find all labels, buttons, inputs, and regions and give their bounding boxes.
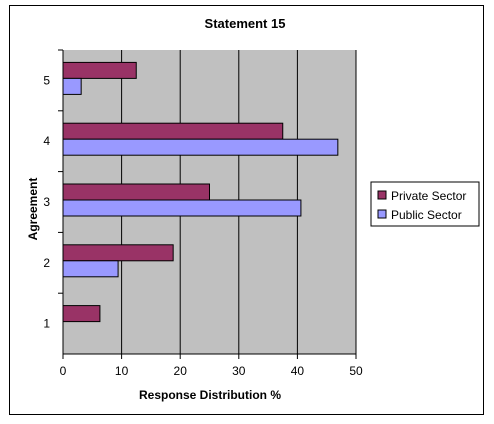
x-tick-label: 0 [60,364,67,378]
bar-public-3 [62,199,302,217]
bar-private-2 [62,244,174,262]
bar-public-2 [62,260,119,278]
x-tick-label: 30 [232,364,246,378]
x-tick-label: 50 [349,364,363,378]
bar-public-5 [62,77,82,95]
bar-private-3 [62,183,210,201]
bar-chart: Statement 15 0 10 20 30 40 50 1 2 3 4 5 Response … [26,16,480,402]
legend-label: Public Sector [391,208,462,222]
y-tick-label: 2 [43,256,50,270]
chart-title: Statement 15 [205,16,286,31]
axes [58,49,357,359]
legend-swatch [377,209,387,219]
y-tick-labels: 1 2 3 4 5 [43,73,50,330]
y-tick-label: 1 [43,317,50,331]
bar-private-4 [62,122,284,140]
x-axis-label: Response Distribution % [139,388,281,402]
chart-frame: Statement 15 0 10 20 30 40 50 1 2 3 4 5 Response … [9,5,484,415]
y-axis-label: Agreement [26,178,40,241]
bar-private-1 [62,305,101,323]
legend-box [370,181,480,227]
y-tick-label: 5 [43,73,50,87]
x-tick-labels: 0 10 20 30 40 50 [60,364,363,378]
bar-public-4 [62,138,339,156]
x-tick-label: 20 [174,364,188,378]
bar-private-5 [62,61,137,79]
legend-label: Private Sector [391,189,466,203]
legend: Private Sector Public Sector [370,181,480,227]
legend-swatch [377,190,387,200]
y-tick-label: 4 [43,134,50,148]
y-tick-label: 3 [43,195,50,209]
bars [62,61,339,323]
x-tick-label: 10 [115,364,129,378]
x-tick-label: 40 [291,364,305,378]
